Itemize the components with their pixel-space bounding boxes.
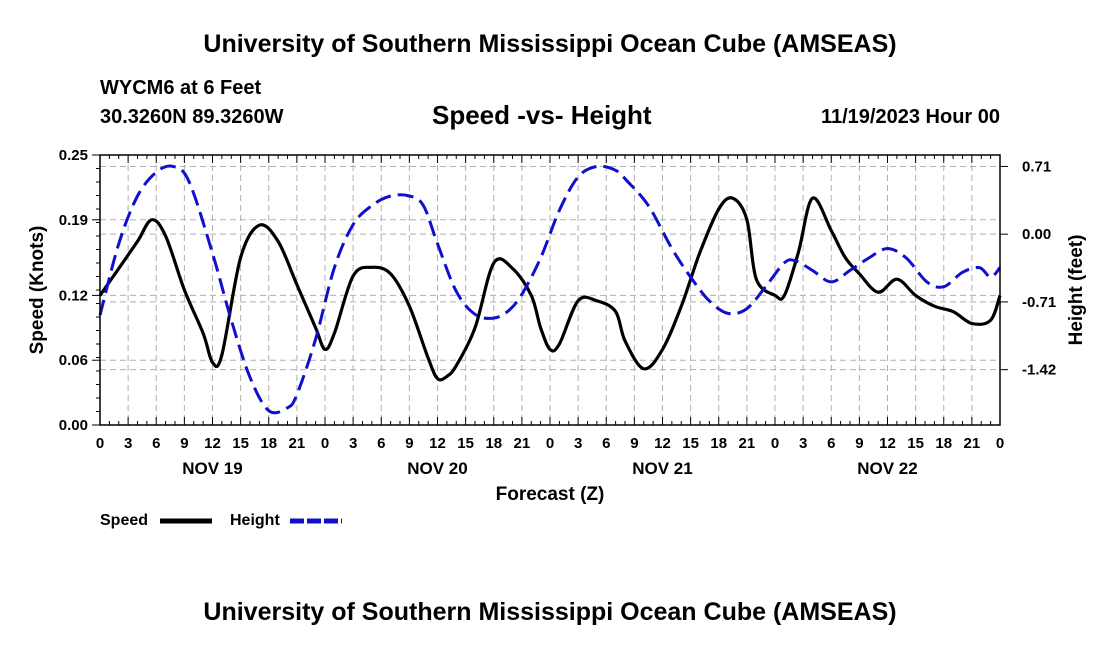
y-axis-label-left: Speed (Knots) — [27, 226, 48, 355]
x-tick-label: 0 — [996, 435, 1004, 452]
x-tick-label: 0 — [771, 435, 779, 452]
footer-title: University of Southern Mississippi Ocean… — [203, 598, 897, 626]
x-day-label: NOV 19 — [182, 459, 242, 478]
y-left-tick-label: 0.25 — [59, 147, 88, 164]
x-tick-label: 15 — [232, 435, 249, 452]
x-axis-label: Forecast (Z) — [496, 484, 605, 505]
x-tick-label: 15 — [907, 435, 924, 452]
x-tick-label: 0 — [321, 435, 329, 452]
series-line-height — [98, 164, 1002, 415]
x-tick-label: 18 — [485, 435, 502, 452]
forecast-date: 11/19/2023 Hour 00 — [820, 106, 1000, 128]
chart-title: University of Southern Mississippi Ocean… — [203, 30, 897, 58]
legend: Speed Height — [100, 512, 342, 529]
y-right-tick-label: 0.00 — [1022, 226, 1051, 243]
x-tick-label: 12 — [654, 435, 671, 452]
x-tick-label: 18 — [935, 435, 952, 452]
x-tick-label: 9 — [180, 435, 188, 452]
x-tick-label: 6 — [602, 435, 610, 452]
legend-label-height: Height — [230, 512, 280, 529]
y-left-tick-label: 0.19 — [59, 212, 88, 229]
chart-subtitle: Speed -vs- Height — [432, 100, 652, 130]
station-coordinates: 30.3260N 89.3260W — [100, 106, 284, 128]
y-left-tick-label: 0.12 — [59, 287, 88, 304]
x-tick-label: 0 — [546, 435, 554, 452]
y-right-tick-label: 0.71 — [1022, 158, 1051, 175]
station-name: WYCM6 at 6 Feet — [100, 77, 262, 99]
x-tick-label: 6 — [152, 435, 160, 452]
x-tick-label: 18 — [260, 435, 277, 452]
x-tick-label: 12 — [204, 435, 221, 452]
x-tick-label: 0 — [96, 435, 104, 452]
x-tick-label: 18 — [710, 435, 727, 452]
x-tick-label: 9 — [405, 435, 413, 452]
x-tick-label: 21 — [289, 435, 306, 452]
x-tick-label: 21 — [739, 435, 756, 452]
x-tick-label: 3 — [574, 435, 582, 452]
series-line-speed — [98, 196, 1002, 382]
y-left-tick-label: 0.00 — [59, 417, 88, 434]
x-tick-label: 3 — [349, 435, 357, 452]
x-tick-label: 21 — [514, 435, 531, 452]
x-day-label: NOV 22 — [857, 459, 917, 478]
x-tick-label: 6 — [377, 435, 385, 452]
x-tick-label: 3 — [799, 435, 807, 452]
x-tick-label: 15 — [457, 435, 474, 452]
x-tick-label: 21 — [964, 435, 981, 452]
x-tick-label: 12 — [429, 435, 446, 452]
x-tick-label: 9 — [855, 435, 863, 452]
axes: 0 3 6 9 12 15 18 21 0 3 6 9 12 15 18 21 0 3 6 9 12 15 18 21 0 3 6 9… — [59, 147, 1056, 478]
x-tick-label: 15 — [682, 435, 699, 452]
x-day-label: NOV 20 — [407, 459, 467, 478]
y-left-tick-label: 0.06 — [59, 352, 88, 369]
y-axis-label-right: Height (feet) — [1066, 235, 1087, 346]
y-right-tick-label: -0.71 — [1022, 294, 1056, 311]
y-right-tick-label: -1.42 — [1022, 362, 1056, 379]
x-day-label: NOV 21 — [632, 459, 692, 478]
x-tick-label: 3 — [124, 435, 132, 452]
series-layer — [98, 164, 1002, 415]
x-tick-label: 9 — [630, 435, 638, 452]
x-tick-label: 6 — [827, 435, 835, 452]
x-tick-label: 12 — [879, 435, 896, 452]
legend-label-speed: Speed — [100, 512, 148, 529]
